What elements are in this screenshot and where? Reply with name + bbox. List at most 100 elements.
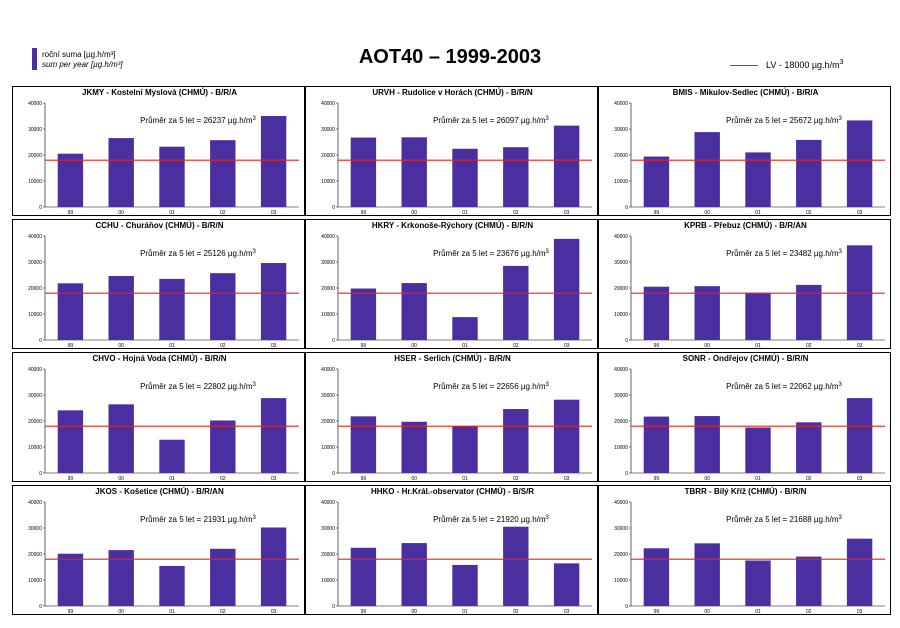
- bar: [846, 398, 873, 473]
- x-tick-label: 00: [118, 343, 124, 349]
- x-tick-label: 99: [654, 476, 660, 482]
- y-tick-label: 10000: [614, 179, 628, 185]
- x-tick-label: 01: [755, 210, 761, 216]
- x-tick-label: 01: [169, 210, 175, 216]
- bar-legend-swatch: [32, 48, 37, 70]
- chart-svg: HSER - Serlich (CHMÚ) - B/R/N 0 10000 20000…: [321, 354, 592, 482]
- x-tick-label: 99: [361, 343, 367, 349]
- bar: [694, 416, 720, 473]
- y-tick-label: 40000: [321, 234, 335, 240]
- chart-title: JKMY - Kostelní Myslová (CHMÚ) - B/R/A: [82, 88, 237, 97]
- y-tick-label: 20000: [321, 286, 335, 292]
- chart-title: HKRY - Krkonoše-Rýchory (CHMÚ) - B/R/N: [372, 221, 534, 230]
- x-tick-label: 03: [857, 343, 863, 349]
- y-tick-label: 0: [39, 471, 42, 477]
- bar: [503, 409, 529, 473]
- bar: [401, 421, 427, 473]
- x-tick-label: 02: [513, 343, 519, 349]
- annotation-exponent: 3: [253, 116, 257, 122]
- x-tick-label: 03: [564, 210, 570, 216]
- x-tick-label: 02: [220, 609, 226, 615]
- bar: [452, 426, 478, 473]
- x-tick-label: 00: [118, 210, 124, 216]
- y-tick-label: 0: [39, 338, 42, 344]
- y-tick-label: 10000: [321, 179, 335, 185]
- bar: [350, 137, 377, 207]
- y-tick-label: 30000: [28, 127, 42, 133]
- x-tick-label: 02: [513, 476, 519, 482]
- x-tick-label: 03: [564, 343, 570, 349]
- x-tick-label: 02: [806, 476, 812, 482]
- limit-legend-label: LV - 18000 µg.h/m3: [766, 59, 843, 70]
- bar: [108, 276, 134, 340]
- x-tick-label: 01: [169, 476, 175, 482]
- x-tick-label: 01: [462, 343, 468, 349]
- y-tick-label: 20000: [321, 153, 335, 159]
- limit-legend: LV - 18000 µg.h/m3: [730, 58, 890, 74]
- bar: [57, 410, 84, 473]
- chart-panel: KPRB - Přebuz (CHMÚ) - B/R/AN 0 10000 20000…: [598, 219, 891, 349]
- y-tick-label: 40000: [28, 367, 42, 373]
- x-tick-label: 03: [564, 476, 570, 482]
- bar: [260, 263, 287, 340]
- annotation-exponent: 3: [839, 382, 843, 388]
- y-tick-label: 20000: [321, 419, 335, 425]
- y-tick-label: 20000: [321, 552, 335, 558]
- bar: [796, 422, 822, 473]
- bar: [210, 140, 236, 207]
- y-tick-label: 10000: [321, 578, 335, 584]
- x-tick-label: 99: [654, 343, 660, 349]
- x-tick-label: 00: [704, 609, 710, 615]
- bar: [159, 146, 185, 207]
- average-annotation: Průměr za 5 let = 22656 µg.h/m3: [433, 382, 549, 391]
- bar: [57, 553, 84, 606]
- bar: [796, 556, 822, 606]
- chart-panel: BMIS - Mikulov-Sedlec (CHMÚ) - B/R/A 0 100…: [598, 86, 891, 216]
- bar: [553, 563, 580, 606]
- x-tick-label: 99: [654, 609, 660, 615]
- average-annotation: Průměr za 5 let = 21920 µg.h/m3: [433, 515, 549, 524]
- chart-title: CHVO - Hojná Voda (CHMÚ) - B/R/N: [92, 354, 226, 363]
- x-tick-label: 02: [513, 210, 519, 216]
- y-tick-label: 40000: [614, 367, 628, 373]
- average-annotation: Průměr za 5 let = 23482 µg.h/m3: [726, 249, 842, 258]
- x-tick-label: 99: [654, 210, 660, 216]
- y-tick-label: 10000: [614, 312, 628, 318]
- chart-svg: HKRY - Krkonoše-Rýchory (CHMÚ) - B/R/N 01…: [321, 221, 592, 349]
- y-tick-label: 30000: [28, 526, 42, 532]
- bar: [694, 543, 720, 606]
- bar: [553, 238, 580, 340]
- chart-panel: JKMY - Kostelní Myslová (CHMÚ) - B/R/A 0 1…: [12, 86, 305, 216]
- x-tick-label: 03: [857, 609, 863, 615]
- x-tick-label: 00: [411, 343, 417, 349]
- x-tick-label: 03: [857, 210, 863, 216]
- chart-title: BMIS - Mikulov-Sedlec (CHMÚ) - B/R/A: [673, 88, 819, 97]
- x-tick-label: 99: [68, 210, 74, 216]
- bar: [745, 560, 771, 606]
- bar: [452, 148, 478, 207]
- chart-title: HHKO - Hr.Král.-observator (CHMÚ) - B/S/…: [371, 487, 534, 496]
- x-tick-label: 99: [68, 609, 74, 615]
- x-tick-label: 00: [704, 343, 710, 349]
- bar: [350, 416, 377, 473]
- bar: [210, 548, 236, 606]
- limit-legend-text: LV - 18000 µg.h/m: [766, 60, 840, 70]
- chart-svg: BMIS - Mikulov-Sedlec (CHMÚ) - B/R/A0100…: [614, 88, 885, 216]
- x-tick-label: 00: [704, 476, 710, 482]
- y-tick-label: 40000: [321, 367, 335, 373]
- y-tick-label: 10000: [321, 312, 335, 318]
- chart-svg: SONR - Ondřejov (CHMÚ) - B/R/N 0 10000 2000…: [614, 354, 885, 482]
- x-tick-label: 01: [755, 476, 761, 482]
- bar: [108, 404, 134, 473]
- chart-panel: HSER - Serlich (CHMÚ) - B/R/N 0 10000 20000…: [305, 352, 598, 482]
- chart-panel: HKRY - Krkonoše-Rýchory (CHMÚ) - B/R/N 0 1…: [305, 219, 598, 349]
- bar: [350, 547, 377, 606]
- bar: [210, 420, 236, 473]
- annotation-exponent: 3: [839, 249, 843, 255]
- y-tick-label: 40000: [321, 101, 335, 107]
- y-tick-label: 20000: [614, 552, 628, 558]
- bar: [503, 147, 529, 207]
- bar: [503, 526, 529, 606]
- annotation-exponent: 3: [253, 382, 257, 388]
- x-tick-label: 01: [169, 609, 175, 615]
